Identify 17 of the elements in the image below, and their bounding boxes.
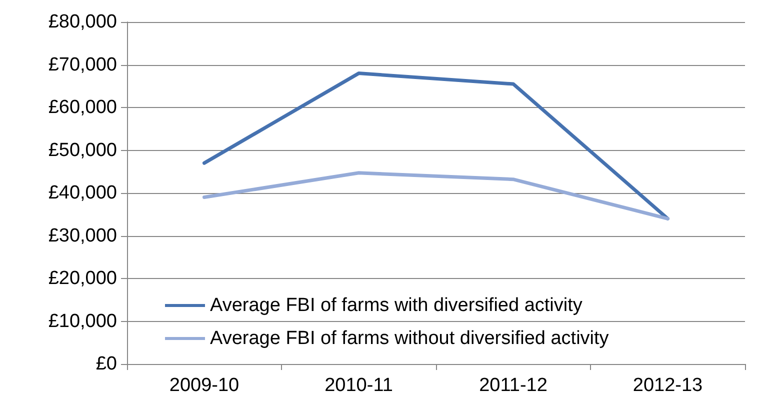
x-tick-label: 2011-12 <box>479 375 548 396</box>
line-series <box>202 171 670 220</box>
legend-label: Average FBI of farms without diversified activity <box>210 328 610 349</box>
x-tick-label: 2009-10 <box>169 375 240 396</box>
y-tick-label: £40,000 <box>48 182 117 204</box>
line-series <box>202 72 670 220</box>
x-tick-label: 2010-11 <box>324 375 393 396</box>
x-tick-label: 2012-13 <box>632 375 703 396</box>
y-tick-label: £70,000 <box>48 54 117 76</box>
y-tick-label: £20,000 <box>48 268 117 289</box>
legend-label: Average FBI of farms with diversified activity <box>210 295 583 316</box>
y-tick-label: £80,000 <box>48 12 117 32</box>
y-tick-label: £60,000 <box>48 97 117 118</box>
y-tick-label: £30,000 <box>48 225 117 246</box>
y-tick-label: £0 <box>96 354 117 374</box>
y-tick-label: £50,000 <box>48 140 117 161</box>
y-tick-label: £10,000 <box>48 310 117 332</box>
